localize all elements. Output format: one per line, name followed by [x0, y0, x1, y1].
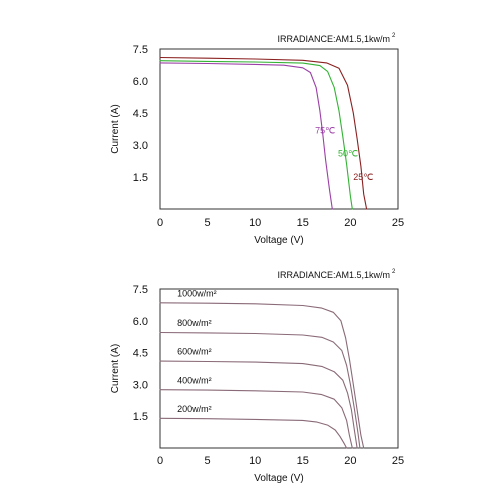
y-tick-label: 4.5 [133, 108, 148, 120]
y-tick-label: 1.5 [133, 411, 148, 423]
series-line [159, 389, 353, 449]
y-tick-label: 7.5 [133, 44, 148, 56]
y-tick-label: 6.0 [133, 316, 148, 328]
series-label: 600w/m² [177, 347, 212, 357]
x-tick-label: 15 [297, 217, 309, 229]
series-line [159, 62, 333, 210]
y-tick-label: 7.5 [133, 284, 148, 296]
series-label: 800w/m² [177, 318, 212, 328]
chart-title: IRRADIANCE:AM1.5,1kw/m [277, 270, 390, 280]
x-tick-label: 0 [157, 217, 163, 229]
plot-frame [159, 288, 399, 449]
x-tick-label: 20 [344, 455, 356, 467]
series-label: 75℃ [315, 125, 335, 135]
chart-panel-2: IRRADIANCE:AM1.5,1kw/m 2 7.5 6.0 4.5 3.0 1.5 0 5… [110, 269, 404, 484]
series-line [159, 331, 361, 449]
chart-title-superscript: 2 [392, 269, 396, 275]
series-line [159, 417, 348, 449]
x-tick-label: 5 [205, 217, 211, 229]
x-axis-label: Voltage (V) [254, 473, 303, 484]
chart-panel-1: IRRADIANCE:AM1.5,1kw/m 2 7.5 6.0 4.5 3.0 1.5 0 5… [110, 33, 404, 246]
series-label: 400w/m² [177, 375, 212, 385]
x-tick-label: 20 [344, 217, 356, 229]
series-label: 200w/m² [177, 404, 212, 414]
x-axis-label: Voltage (V) [254, 235, 303, 246]
x-tick-label: 10 [249, 455, 261, 467]
y-tick-label: 1.5 [133, 172, 148, 184]
x-tick-label: 15 [297, 455, 309, 467]
series-label: 1000w/m² [177, 288, 217, 298]
y-axis-label: Current (A) [110, 104, 121, 153]
series-line [159, 60, 353, 210]
series-label: 50℃ [338, 149, 358, 159]
series-line [159, 360, 358, 449]
chart-title-superscript: 2 [392, 33, 396, 39]
series-line [159, 56, 368, 210]
y-tick-label: 3.0 [133, 140, 148, 152]
y-axis-label: Current (A) [110, 344, 121, 393]
series-line [159, 302, 365, 449]
x-tick-label: 25 [392, 455, 404, 467]
x-tick-label: 5 [205, 455, 211, 467]
plot-frame [159, 48, 399, 210]
chart-title: IRRADIANCE:AM1.5,1kw/m [277, 34, 390, 44]
x-tick-label: 0 [157, 455, 163, 467]
y-tick-label: 3.0 [133, 379, 148, 391]
series-label: 25℃ [353, 172, 373, 182]
y-tick-label: 6.0 [133, 76, 148, 88]
x-tick-label: 10 [249, 217, 261, 229]
y-tick-label: 4.5 [133, 348, 148, 360]
x-tick-label: 25 [392, 217, 404, 229]
